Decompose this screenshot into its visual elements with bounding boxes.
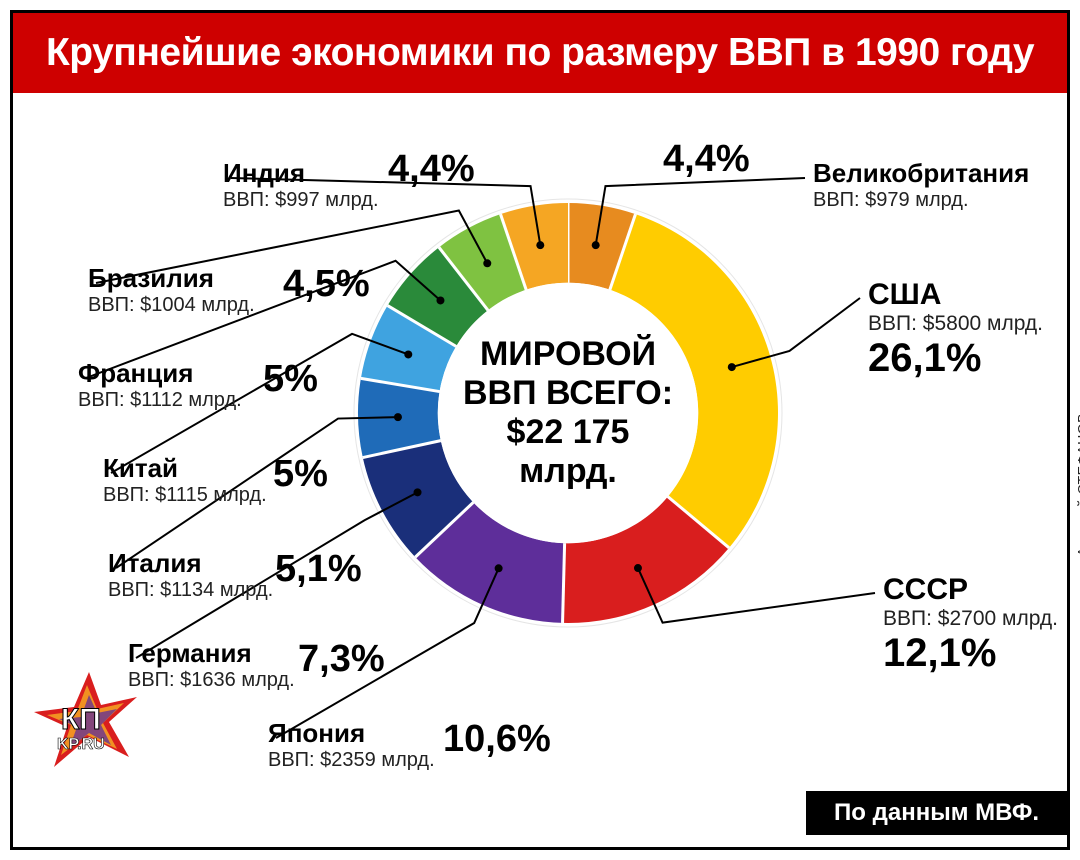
pct-brazil: 4,5% — [283, 263, 370, 306]
pct-value: 12,1% — [883, 631, 1058, 676]
source-box: По данным МВФ. — [806, 791, 1067, 835]
infographic-frame: Крупнейшие экономики по размеру ВВП в 19… — [10, 10, 1070, 850]
pct-uk: 4,4% — [663, 138, 750, 181]
gdp-value: ВВП: $5800 млрд. — [868, 312, 1043, 336]
header-bar: Крупнейшие экономики по размеру ВВП в 19… — [13, 13, 1067, 93]
pct-china: 5% — [273, 453, 328, 496]
pct-germany: 7,3% — [298, 638, 385, 681]
svg-text:KP.RU: KP.RU — [57, 736, 105, 753]
center-line-1: МИРОВОЙ — [463, 335, 673, 374]
pct-india: 4,4% — [388, 148, 475, 191]
center-line-4: млрд. — [463, 452, 673, 491]
gdp-value: ВВП: $2700 млрд. — [883, 607, 1058, 631]
pct-italy: 5,1% — [275, 548, 362, 591]
label-uk: ВеликобританияВВП: $979 млрд. — [813, 158, 1029, 212]
center-line-3: $22 175 — [463, 413, 673, 452]
label-usa: СШАВВП: $5800 млрд.26,1% — [868, 278, 1043, 381]
donut-chart: МИРОВОЙ ВВП ВСЕГО: $22 175 млрд. — [343, 188, 793, 638]
page-title: Крупнейшие экономики по размеру ВВП в 19… — [46, 31, 1034, 75]
country-name: СССР — [883, 573, 1058, 607]
chart-area: МИРОВОЙ ВВП ВСЕГО: $22 175 млрд. 4,4% Вел… — [13, 93, 1067, 847]
pct-value: 26,1% — [868, 336, 1043, 381]
center-total: МИРОВОЙ ВВП ВСЕГО: $22 175 млрд. — [463, 335, 673, 491]
center-line-2: ВВП ВСЕГО: — [463, 374, 673, 413]
author-credit: Алексей СТЕФАНОВ — [1075, 413, 1080, 557]
country-name: США — [868, 278, 1043, 312]
country-name: Великобритания — [813, 158, 1029, 189]
pct-france: 5% — [263, 358, 318, 401]
svg-text:КП: КП — [61, 703, 101, 736]
label-ussr: СССРВВП: $2700 млрд.12,1% — [883, 573, 1058, 676]
gdp-value: ВВП: $979 млрд. — [813, 189, 1029, 212]
pct-japan: 10,6% — [443, 718, 551, 761]
